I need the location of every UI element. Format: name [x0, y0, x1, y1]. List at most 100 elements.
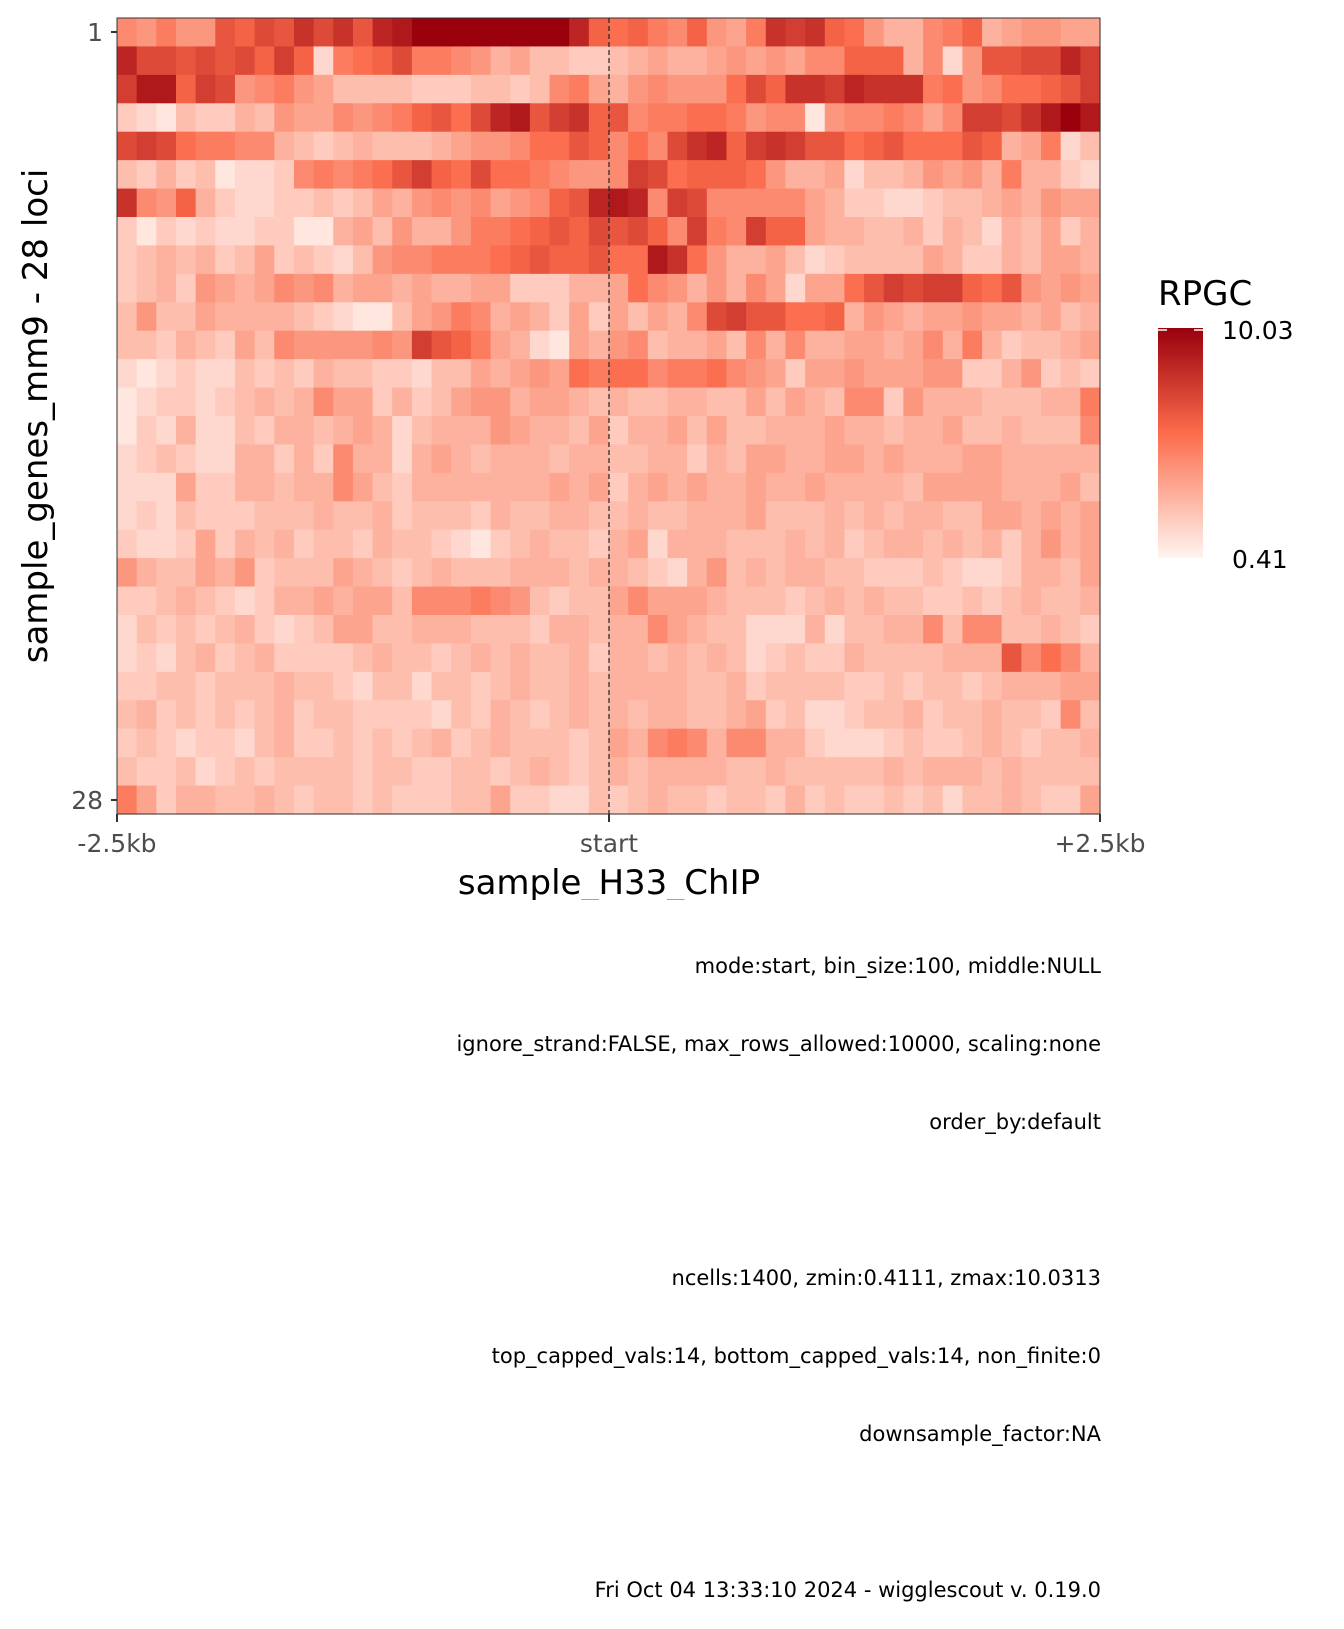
heatmap-cell	[1021, 700, 1042, 730]
caption-line: downsample_factor:NA	[859, 1422, 1101, 1446]
heatmap-cell	[234, 302, 256, 332]
heatmap-cell	[333, 387, 354, 417]
heatmap-cell	[352, 785, 374, 815]
heatmap-cell	[195, 160, 216, 190]
heatmap-cell	[942, 273, 963, 303]
heatmap-cell	[234, 359, 256, 389]
heatmap-cell	[569, 188, 590, 218]
heatmap-cell	[824, 728, 846, 758]
heatmap-cell	[136, 359, 157, 389]
heatmap-cell	[117, 671, 138, 701]
heatmap-cell	[923, 217, 944, 247]
heatmap-cell	[588, 444, 610, 474]
heatmap-cell	[726, 472, 747, 502]
heatmap-cell	[903, 46, 924, 76]
heatmap-cell	[982, 615, 1003, 645]
heatmap-cell	[490, 785, 511, 815]
heatmap-cell	[923, 728, 944, 758]
heatmap-cell	[254, 131, 275, 161]
heatmap-cell	[490, 188, 511, 218]
heatmap-cell	[824, 501, 846, 531]
heatmap-cell	[470, 700, 492, 730]
heatmap-cell	[982, 387, 1003, 417]
heatmap-cell	[333, 131, 354, 161]
heatmap-cell	[982, 131, 1003, 161]
heatmap-cell	[942, 615, 963, 645]
heatmap-cell	[431, 558, 452, 588]
heatmap-cell	[451, 160, 472, 190]
heatmap-cell	[215, 217, 236, 247]
heatmap-cell	[765, 18, 787, 48]
heatmap-cell	[726, 273, 747, 303]
heatmap-cell	[706, 188, 728, 218]
heatmap-cell	[706, 74, 728, 104]
heatmap-cell	[844, 273, 865, 303]
heatmap-cell	[962, 18, 983, 48]
heatmap-cell	[549, 245, 570, 275]
heatmap-cell	[844, 46, 865, 76]
heatmap-cell	[569, 558, 590, 588]
heatmap-cell	[117, 757, 138, 787]
heatmap-cell	[569, 416, 590, 446]
heatmap-cell	[883, 160, 904, 190]
heatmap-cell	[687, 74, 708, 104]
heatmap-cell	[156, 359, 177, 389]
heatmap-cell	[608, 160, 629, 190]
heatmap-cell	[1060, 728, 1081, 758]
heatmap-cell	[628, 785, 649, 815]
heatmap-cell	[588, 359, 610, 389]
heatmap-cell	[647, 671, 669, 701]
heatmap-cell	[274, 330, 295, 360]
heatmap-cell	[510, 188, 531, 218]
heatmap-cell	[844, 188, 865, 218]
heatmap-cell	[765, 700, 787, 730]
heatmap-cell	[215, 757, 236, 787]
heatmap-cell	[392, 728, 413, 758]
heatmap-cell	[588, 472, 610, 502]
heatmap-cell	[274, 18, 295, 48]
heatmap-cell	[765, 74, 787, 104]
heatmap-cell	[569, 46, 590, 76]
heatmap-cell	[392, 643, 413, 673]
heatmap-cell	[234, 273, 256, 303]
heatmap-cell	[628, 188, 649, 218]
heatmap-cell	[215, 501, 236, 531]
heatmap-cell	[1060, 416, 1081, 446]
heatmap-cell	[313, 245, 334, 275]
heatmap-cell	[234, 188, 256, 218]
heatmap-cell	[333, 529, 354, 559]
heatmap-cell	[687, 160, 708, 190]
heatmap-cell	[293, 700, 315, 730]
heatmap-cell	[687, 273, 708, 303]
heatmap-cell	[234, 416, 256, 446]
heatmap-cell	[313, 273, 334, 303]
heatmap-cell	[215, 273, 236, 303]
heatmap-cell	[903, 586, 924, 616]
heatmap-cell	[687, 359, 708, 389]
heatmap-cell	[392, 18, 413, 48]
heatmap-cell	[254, 728, 275, 758]
heatmap-cell	[746, 302, 767, 332]
heatmap-cell	[726, 700, 747, 730]
heatmap-cell	[156, 273, 177, 303]
heatmap-cell	[1041, 700, 1062, 730]
heatmap-cell	[451, 757, 472, 787]
heatmap-cell	[470, 558, 492, 588]
heatmap-cell	[234, 444, 256, 474]
heatmap-cell	[765, 245, 787, 275]
heatmap-cell	[864, 558, 885, 588]
heatmap-cell	[470, 643, 492, 673]
heatmap-cell	[1041, 188, 1062, 218]
heatmap-cell	[392, 131, 413, 161]
heatmap-cell	[726, 444, 747, 474]
heatmap-cell	[293, 217, 315, 247]
heatmap-cell	[923, 615, 944, 645]
heatmap-cell	[844, 529, 865, 559]
heatmap-cell	[313, 785, 334, 815]
heatmap-cell	[628, 74, 649, 104]
heatmap-cell	[628, 245, 649, 275]
heatmap-cell	[254, 501, 275, 531]
heatmap-cell	[549, 18, 570, 48]
heatmap-cell	[667, 615, 688, 645]
heatmap-cell	[883, 615, 904, 645]
